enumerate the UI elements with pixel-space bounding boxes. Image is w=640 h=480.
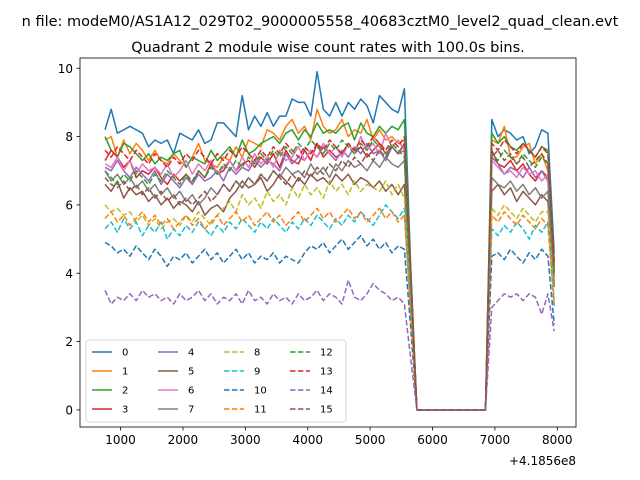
x-tick-label-5000: 5000	[355, 433, 386, 447]
plot-area	[104, 70, 555, 411]
legend-label-1: 1	[122, 367, 128, 378]
x-tick-label-3000: 3000	[230, 433, 261, 447]
x-tick-label-8000: 8000	[542, 433, 573, 447]
legend-label-4: 4	[188, 348, 194, 359]
axes: 1000 2000 3000 4000 5000 6000 7000 80000246810+…	[58, 57, 577, 468]
legend-label-3: 3	[122, 405, 128, 416]
x-tick-label-7000: 7000	[480, 433, 511, 447]
series-line-12	[104, 139, 555, 411]
series-line-14	[104, 279, 555, 411]
y-tick-label-4: 4	[65, 267, 73, 281]
legend-label-2: 2	[122, 386, 128, 397]
figure-suptitle: n file: modeM0/AS1A12_029T02_9000005558_…	[22, 14, 619, 30]
legend-label-7: 7	[188, 405, 194, 416]
legend-label-14: 14	[320, 386, 333, 397]
x-tick-label-2000: 2000	[168, 433, 199, 447]
x-offset-text: +4.1856e8	[509, 454, 576, 468]
series-lines	[104, 70, 555, 411]
legend-box	[85, 339, 347, 423]
legend-label-10: 10	[254, 386, 267, 397]
y-tick-label-10: 10	[58, 62, 73, 76]
legend-label-9: 9	[254, 367, 260, 378]
y-tick-label-8: 8	[65, 130, 73, 144]
chart-title: Quadrant 2 module wise count rates with …	[131, 40, 525, 56]
legend-label-12: 12	[320, 348, 333, 359]
legend-label-6: 6	[188, 386, 194, 397]
legend-label-8: 8	[254, 348, 260, 359]
x-tick-label-1000: 1000	[105, 433, 136, 447]
legend-label-0: 0	[122, 348, 128, 359]
legend-label-15: 15	[320, 405, 333, 416]
x-tick-label-6000: 6000	[417, 433, 448, 447]
y-tick-label-2: 2	[65, 335, 73, 349]
y-tick-label-6: 6	[65, 198, 73, 212]
series-line-15	[104, 142, 555, 411]
legend-label-5: 5	[188, 367, 194, 378]
legend-label-13: 13	[320, 367, 333, 378]
axes-frame	[79, 57, 577, 428]
legend-label-11: 11	[254, 405, 267, 416]
x-tick-label-4000: 4000	[292, 433, 323, 447]
y-tick-label-0: 0	[65, 403, 73, 417]
